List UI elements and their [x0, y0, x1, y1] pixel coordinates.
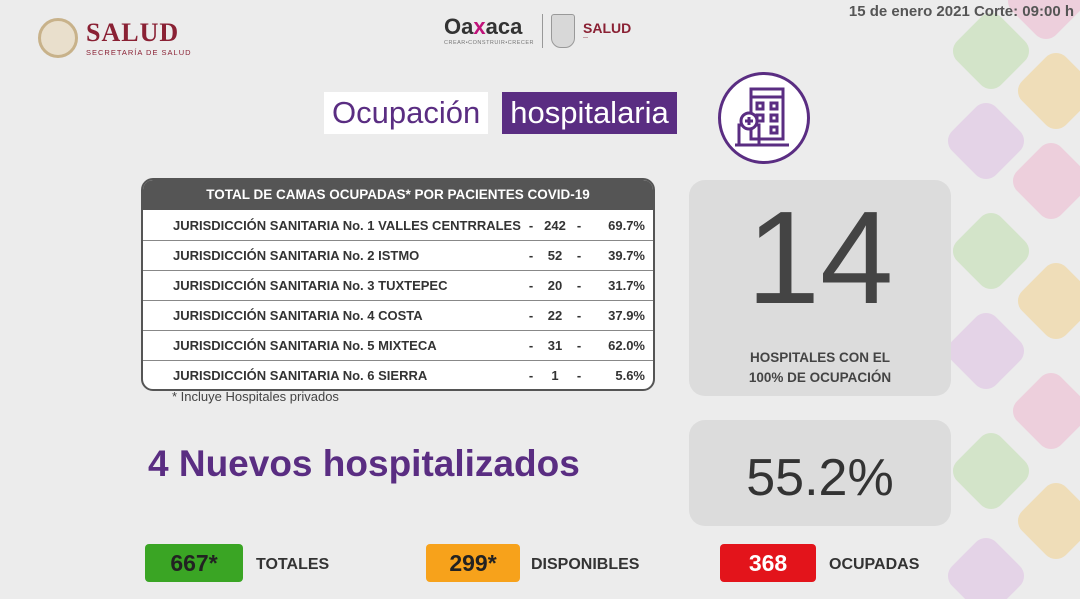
full-hospitals-label: HOSPITALES CON EL 100% DE OCUPACIÓN [748, 350, 892, 385]
occupancy-percent: 55.2% [689, 420, 951, 526]
oaxaca-salud-label: SALUD [583, 20, 632, 36]
occupied-beds: 52 [547, 248, 563, 263]
separator: - [576, 338, 582, 353]
table-row: JURISDICCIÓN SANITARIA No. 2 ISTMO -52- 39… [143, 240, 653, 270]
table-footnote: * Incluye Hospitales privados [172, 389, 339, 404]
occupancy-pct: 31.7% [608, 278, 645, 293]
table-row: JURISDICCIÓN SANITARIA No. 6 SIERRA - 1 - 5.… [143, 360, 653, 389]
occupied-beds: 242 [544, 217, 566, 233]
separator: - [576, 217, 582, 233]
separator: - [528, 278, 534, 293]
logo-divider [542, 14, 544, 48]
table-row: JURISDICCIÓN SANITARIA No. 4 COSTA -22- 37… [143, 300, 653, 330]
salud-logo-title: SALUD [86, 17, 180, 47]
jurisdiction-name: JURISDICCIÓN SANITARIA No. 4 COSTA [173, 308, 423, 323]
occupancy-pct: 37.9% [608, 308, 645, 323]
separator: - [576, 278, 582, 293]
jurisdiction-name: JURISDICCIÓN SANITARIA No. 3 TUXTEPEC [173, 278, 448, 293]
jurisdiction-name: JURISDICCIÓN SANITARIA No. 2 ISTMO [173, 248, 420, 263]
badge-totales-value: 667* [145, 544, 243, 582]
separator: - [528, 368, 534, 383]
badge-disponibles-value: 299* [426, 544, 520, 582]
jurisdiction-name: JURISDICCIÓN SANITARIA No. 1 VALLES CENT… [173, 217, 521, 233]
title-part-1: Ocupación [324, 92, 489, 134]
salud-logo-subtitle: SECRETARÍA DE SALUD [86, 47, 192, 57]
occupied-beds: 20 [547, 278, 563, 293]
table-row: JURISDICCIÓN SANITARIA No. 1 VALLES CENT… [143, 210, 653, 240]
oaxaca-tagline: CREAR•CONSTRUIR•CRECER [444, 40, 535, 46]
table-row: JURISDICCIÓN SANITARIA No. 3 TUXTEPEC -20… [143, 270, 653, 300]
occupancy-pct: 5.6% [615, 368, 645, 383]
jurisdiction-name: JURISDICCIÓN SANITARIA No. 6 SIERRA [173, 368, 428, 383]
badge-ocupadas-value: 368 [720, 544, 816, 582]
separator: - [528, 248, 534, 263]
new-hospitalized: 4 Nuevos hospitalizados [148, 443, 580, 484]
separator: - [576, 248, 582, 263]
badge-ocupadas-label: OCUPADAS [829, 556, 920, 573]
oaxaca-salud-sub: — [583, 35, 589, 41]
badge-totales-label: TOTALES [256, 556, 330, 573]
occupied-beds: 1 [551, 368, 559, 383]
separator: - [528, 217, 534, 233]
occupied-beds: 22 [547, 308, 563, 323]
salud-logo: SALUD SECRETARÍA DE SALUD [38, 18, 192, 58]
occupancy-pct: 69.7% [608, 217, 645, 233]
occupancy-pct: 39.7% [608, 248, 645, 263]
title-part-2: hospitalaria [502, 92, 677, 134]
oaxaca-shield-icon [551, 14, 576, 48]
oaxaca-logo-title: Oaxaca [444, 14, 523, 39]
occupancy-pct: 62.0% [608, 338, 645, 353]
separator: - [528, 338, 534, 353]
table-header: TOTAL DE CAMAS OCUPADAS* POR PACIENTES C… [143, 180, 653, 210]
beds-table: TOTAL DE CAMAS OCUPADAS* POR PACIENTES C… [141, 178, 655, 391]
badge-disponibles-label: DISPONIBLES [531, 556, 640, 573]
mexico-seal-icon [38, 18, 78, 58]
hospital-building-icon [718, 72, 810, 164]
jurisdiction-name: JURISDICCIÓN SANITARIA No. 5 MIXTECA [173, 338, 437, 353]
page-title: Ocupación hospitalaria [324, 92, 677, 134]
full-hospitals-count: 14 [746, 184, 894, 331]
full-occupancy-card: 14 HOSPITALES CON EL 100% DE OCUPACIÓN [689, 180, 951, 396]
table-row: JURISDICCIÓN SANITARIA No. 5 MIXTECA -31-… [143, 330, 653, 360]
occupied-beds: 31 [547, 338, 563, 353]
report-date: 15 de enero 2021 Corte: 09:00 h [848, 3, 1074, 20]
oaxaca-logo: Oaxaca CREAR•CONSTRUIR•CRECER SALUD — [444, 14, 631, 48]
decorative-tile-pattern [940, 0, 1080, 599]
separator: - [576, 368, 582, 383]
separator: - [576, 308, 582, 323]
separator: - [528, 308, 534, 323]
